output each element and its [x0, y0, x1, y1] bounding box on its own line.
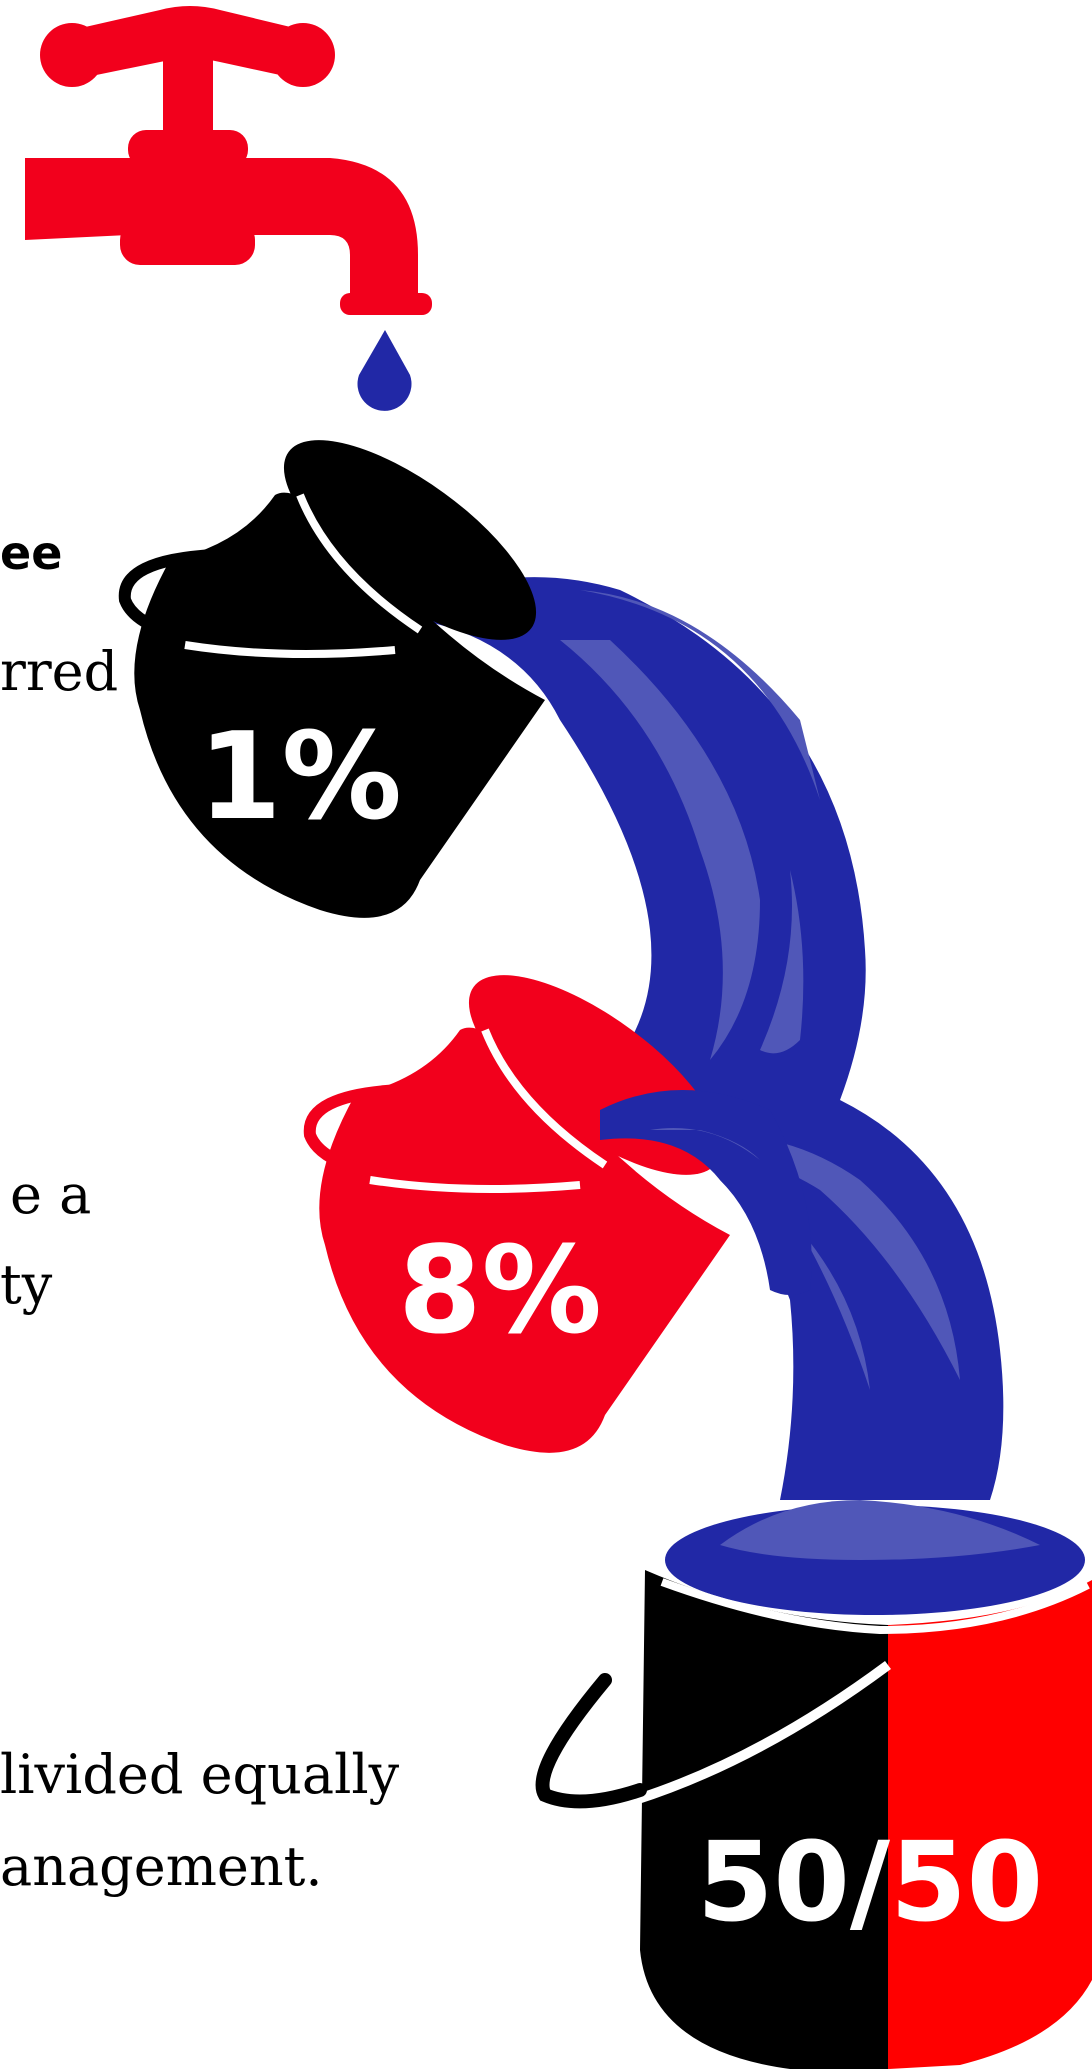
text-fragment-1: ee [0, 526, 63, 580]
bucket-2-label: 8% [398, 1222, 602, 1361]
water-stream-front [600, 1090, 812, 1295]
text-fragment-5: livided equally [0, 1743, 400, 1806]
bucket-1-label: 1% [198, 708, 402, 847]
bucket-icon [535, 1500, 1092, 2069]
faucet-icon [25, 6, 432, 315]
bucket-3-label: 50/50 [697, 1818, 1043, 1946]
text-fragment-4: ty [0, 1253, 53, 1316]
water-stream [420, 577, 1004, 1500]
text-fragment-3: e a [10, 1163, 92, 1226]
bucket-icon [118, 440, 545, 918]
text-fragment-2: rred [0, 640, 119, 703]
text-fragment-6: anagement. [0, 1835, 323, 1898]
water-drop-icon [357, 330, 412, 411]
